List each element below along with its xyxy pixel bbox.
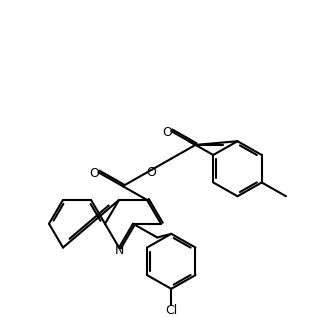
Text: N: N bbox=[114, 244, 124, 257]
Text: O: O bbox=[162, 126, 172, 139]
Text: O: O bbox=[90, 167, 100, 180]
Text: O: O bbox=[146, 166, 156, 179]
Text: Cl: Cl bbox=[165, 304, 177, 317]
